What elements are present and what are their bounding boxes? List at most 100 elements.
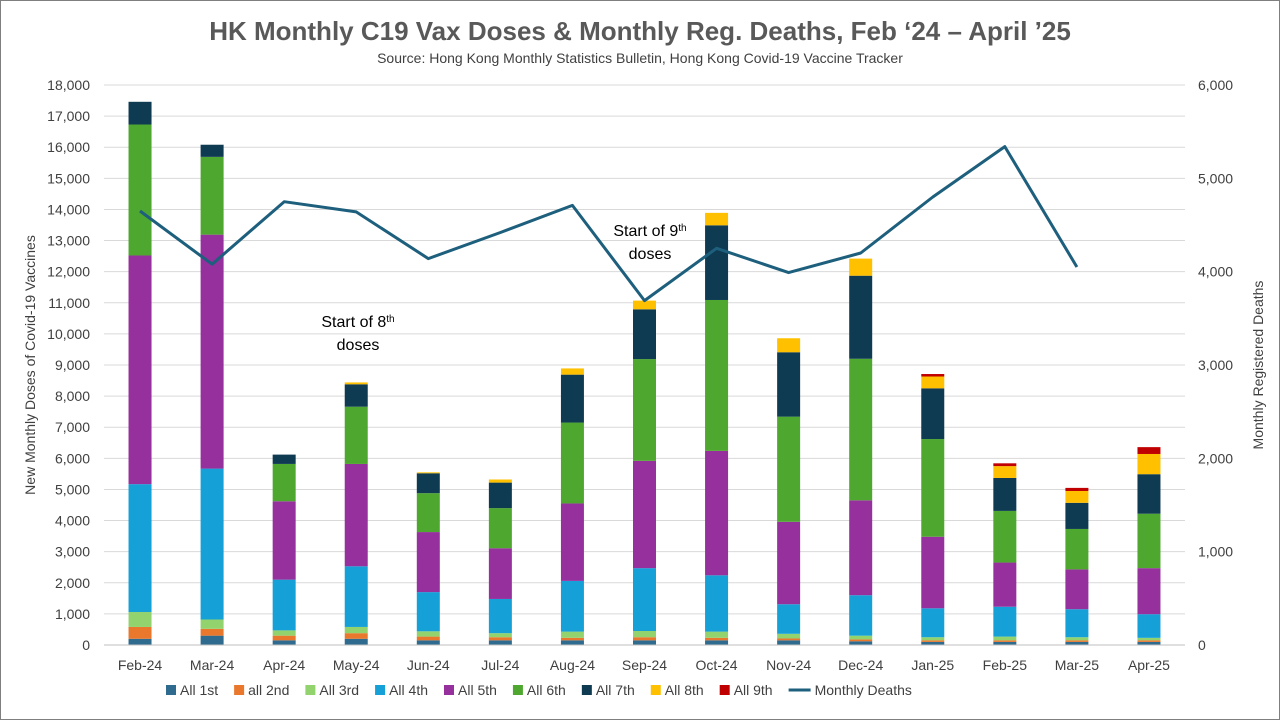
y2-tick-label: 5,000	[1198, 170, 1233, 186]
legend-swatch	[719, 685, 730, 695]
bar-segment	[849, 641, 873, 645]
bar-segment	[993, 640, 1017, 642]
bar-segment	[993, 606, 1017, 637]
bar-segment	[272, 454, 296, 464]
x-tick-label: Dec-24	[838, 657, 883, 673]
annotation-text: Start of 9	[613, 223, 678, 240]
axes: 0 1,000 2,000 3,000 4,000 5,000 6,000 7,000 8,00…	[47, 77, 1233, 673]
y-tick-label: 16,000	[47, 139, 90, 155]
y-axis-title: New Monthly Doses of Covid-19 Vaccines	[22, 235, 38, 495]
y-tick-label: 13,000	[47, 233, 90, 249]
y-tick-label: 5,000	[55, 481, 90, 497]
bar-segment	[1065, 637, 1089, 641]
bar-segment	[344, 463, 368, 567]
bar-segment	[560, 374, 584, 423]
bar-segment	[849, 639, 873, 642]
bar-segment	[921, 388, 945, 440]
y-tick-label: 4,000	[55, 513, 90, 529]
bar-segment	[416, 640, 440, 645]
bar-segment	[1065, 609, 1089, 638]
legend-label: Monthly Deaths	[815, 682, 912, 698]
bar-segment	[993, 510, 1017, 563]
x-tick-label: May-24	[333, 657, 380, 673]
bar-segment	[344, 384, 368, 407]
x-tick-label: Aug-24	[550, 657, 595, 673]
bar-segment	[993, 477, 1017, 511]
y-tick-label: 7,000	[55, 419, 90, 435]
bar-segment	[128, 626, 152, 639]
x-tick-label: Sep-24	[622, 657, 667, 673]
bar-segment	[272, 630, 296, 636]
bar-segment	[777, 416, 801, 522]
legend-swatch	[650, 685, 661, 695]
bar-segment	[777, 338, 801, 353]
y-tick-label: 14,000	[47, 201, 90, 217]
y-tick-label: 0	[82, 637, 90, 653]
legend-label: All 4th	[389, 682, 428, 698]
annotation-line2: doses	[629, 246, 672, 263]
legend-swatch	[375, 685, 386, 695]
bar-segment	[416, 472, 440, 474]
bar-segment	[488, 482, 512, 509]
bar-segment	[1137, 568, 1161, 615]
bar-segment	[705, 640, 729, 645]
bar-segment	[849, 258, 873, 276]
x-tick-label: Jul-24	[481, 657, 519, 673]
legend-label: all 2nd	[248, 682, 289, 698]
bar-segment	[921, 374, 945, 377]
bar-segment	[200, 635, 224, 645]
bar-segment	[128, 612, 152, 627]
bar-segment	[272, 640, 296, 645]
bar-segment	[993, 466, 1017, 478]
bar-segment	[344, 633, 368, 639]
bar-segment	[200, 144, 224, 157]
bar-segment	[128, 638, 152, 645]
bar-segment	[777, 638, 801, 641]
bar-segment	[633, 640, 656, 645]
y-tick-label: 10,000	[47, 326, 90, 342]
annotation-line1: Start of 8th	[321, 314, 394, 332]
bar-segment	[849, 500, 873, 596]
legend-swatch	[305, 685, 316, 695]
legend-label: All 3rd	[319, 682, 359, 698]
bar-segment	[200, 156, 224, 235]
bar-segment	[200, 468, 224, 620]
bar-segment	[560, 368, 584, 375]
bar-segment	[993, 562, 1017, 607]
bar-segment	[488, 479, 512, 483]
y2-tick-label: 4,000	[1198, 264, 1233, 280]
bar-segment	[128, 255, 152, 485]
annotation-line2: doses	[337, 337, 380, 354]
bar-segment	[416, 592, 440, 632]
bar-segment	[705, 225, 729, 300]
legend-label: All 6th	[527, 682, 566, 698]
annotations: Start of 8th doses Start of 9th doses	[321, 223, 686, 355]
legend-label: All 8th	[665, 682, 704, 698]
bar-segment	[921, 536, 945, 609]
x-tick-label: Mar-24	[190, 657, 235, 673]
bar-segment	[921, 439, 945, 537]
bar-segment	[344, 566, 368, 627]
annotation-line1: Start of 9th	[613, 223, 686, 241]
y2-tick-label: 6,000	[1198, 77, 1233, 93]
bar-segment	[633, 460, 656, 569]
x-tick-label: Jun-24	[407, 657, 450, 673]
bar-segment	[993, 463, 1017, 467]
y-tick-label: 12,000	[47, 264, 90, 280]
bar-segment	[921, 641, 945, 645]
y-tick-label: 17,000	[47, 108, 90, 124]
x-tick-label: Mar-25	[1055, 657, 1100, 673]
bar-segment	[705, 631, 729, 638]
bar-segment	[705, 450, 729, 576]
y-tick-label: 9,000	[55, 357, 90, 373]
bar-segment	[1137, 640, 1161, 642]
legend-label: All 1st	[180, 682, 218, 698]
bar-segment	[200, 619, 224, 629]
bar-segment	[488, 633, 512, 638]
bar-segment	[777, 640, 801, 645]
bar-segment	[1137, 637, 1161, 641]
bar-segment	[128, 124, 152, 256]
stacked-bars	[128, 101, 1161, 645]
bar-segment	[272, 579, 296, 631]
chart-title: HK Monthly C19 Vax Doses & Monthly Reg. …	[209, 16, 1071, 46]
